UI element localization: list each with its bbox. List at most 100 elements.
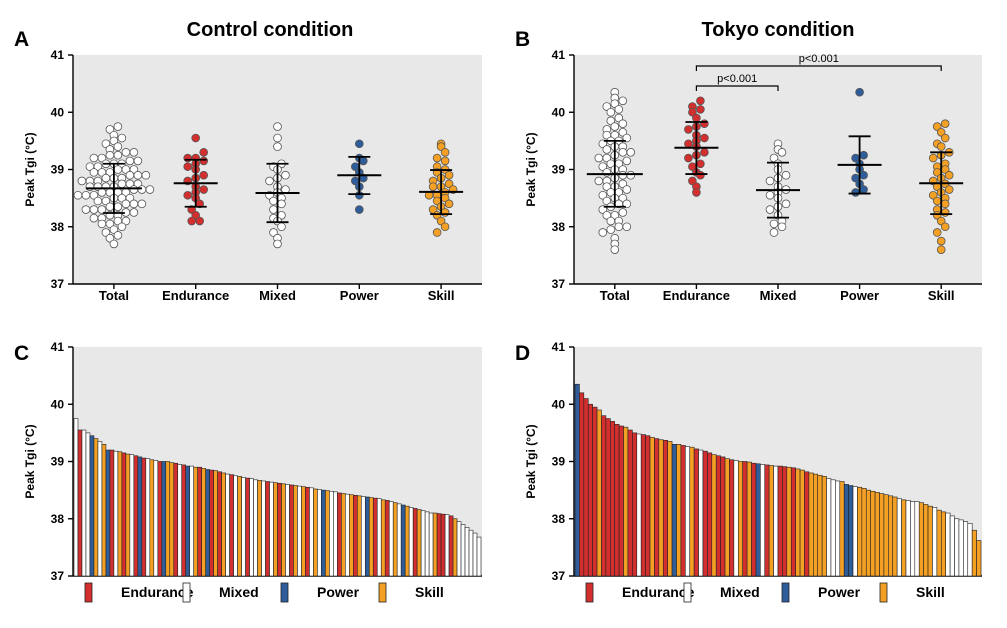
y-tick-label: 41 bbox=[552, 340, 566, 354]
bar-skill bbox=[623, 426, 629, 577]
bar-skill bbox=[821, 476, 827, 577]
bar-endurance bbox=[587, 403, 593, 577]
data-point bbox=[769, 228, 779, 237]
data-point bbox=[932, 228, 942, 237]
x-tick-label: Total bbox=[600, 288, 630, 303]
data-point bbox=[85, 182, 95, 191]
bar-skill bbox=[596, 409, 602, 577]
bar-skill bbox=[768, 465, 774, 577]
data-point bbox=[137, 199, 147, 209]
bar-power bbox=[400, 504, 406, 577]
bar-mixed bbox=[329, 490, 334, 577]
bar-endurance bbox=[141, 457, 147, 577]
y-tick-label: 39 bbox=[552, 455, 566, 469]
bar-mixed bbox=[468, 529, 474, 577]
bar-skill bbox=[213, 470, 218, 577]
bar-power bbox=[671, 444, 677, 577]
data-point bbox=[781, 199, 791, 209]
data-point bbox=[602, 168, 612, 177]
bar-endurance bbox=[583, 398, 589, 577]
bar-mixed bbox=[835, 480, 841, 577]
legend-label: Skill bbox=[916, 584, 945, 600]
x-tick-label: Skill bbox=[428, 288, 455, 303]
bar-endurance bbox=[707, 452, 713, 577]
bar-mixed bbox=[113, 450, 119, 577]
bar-skill bbox=[813, 473, 819, 577]
bar-endurance bbox=[632, 432, 638, 577]
data-point bbox=[692, 188, 701, 197]
data-point bbox=[121, 199, 131, 209]
bar-endurance bbox=[197, 466, 202, 577]
data-point bbox=[269, 196, 278, 206]
y-tick-label: 41 bbox=[51, 48, 65, 62]
bar-endurance bbox=[618, 425, 624, 577]
x-tick-label: Power bbox=[840, 288, 879, 303]
bar-skill bbox=[799, 469, 805, 577]
data-point bbox=[73, 190, 83, 200]
bar-endurance bbox=[764, 464, 770, 577]
y-tick-label: 39 bbox=[51, 455, 65, 469]
bar-power bbox=[185, 465, 191, 577]
bar-skill bbox=[368, 497, 374, 577]
legend-swatch-skill bbox=[879, 582, 888, 603]
bar-skill bbox=[940, 511, 946, 577]
bar-mixed bbox=[698, 449, 704, 577]
y-tick-label: 37 bbox=[51, 569, 65, 583]
bar-endurance bbox=[662, 440, 668, 577]
bar-skill bbox=[380, 499, 386, 577]
data-point bbox=[626, 148, 636, 157]
data-point bbox=[440, 222, 450, 232]
data-point bbox=[117, 133, 127, 143]
y-axis-label: Peak Tgi (°C) bbox=[524, 424, 538, 498]
bar-mixed bbox=[826, 478, 832, 577]
data-point bbox=[859, 185, 868, 194]
bar-endurance bbox=[157, 461, 163, 577]
y-tick-label: 40 bbox=[552, 105, 566, 119]
bar-skill bbox=[201, 468, 206, 577]
bar-mixed bbox=[85, 432, 91, 577]
legend-label: Endurance bbox=[121, 584, 194, 600]
chart-title: Control condition bbox=[187, 19, 354, 41]
data-point bbox=[129, 185, 139, 194]
bar-power bbox=[205, 469, 210, 577]
data-point bbox=[440, 208, 450, 217]
data-point bbox=[614, 105, 624, 114]
chart-title: Tokyo condition bbox=[702, 19, 855, 41]
bar-endurance bbox=[751, 462, 757, 577]
data-point bbox=[105, 202, 115, 212]
data-point bbox=[113, 142, 123, 151]
data-point bbox=[89, 168, 99, 177]
panel-letter: D bbox=[515, 342, 530, 365]
bar-mixed bbox=[420, 510, 426, 577]
bar-skill bbox=[879, 493, 885, 577]
data-point bbox=[700, 119, 709, 128]
y-tick-label: 38 bbox=[51, 220, 65, 234]
data-point bbox=[444, 170, 454, 180]
data-point bbox=[183, 162, 193, 171]
bar-mixed bbox=[914, 501, 920, 577]
data-point bbox=[183, 153, 193, 163]
bar-mixed bbox=[396, 503, 402, 577]
y-tick-label: 39 bbox=[51, 163, 65, 177]
bar-mixed bbox=[81, 429, 87, 577]
data-point bbox=[444, 199, 454, 209]
data-point bbox=[121, 148, 131, 157]
data-point bbox=[137, 185, 147, 194]
bar-mixed bbox=[269, 481, 274, 577]
data-point bbox=[940, 133, 950, 143]
bar-skill bbox=[817, 474, 823, 577]
data-point bbox=[622, 133, 632, 143]
data-point bbox=[199, 170, 208, 180]
data-point bbox=[277, 199, 286, 209]
bar-skill bbox=[918, 502, 924, 577]
y-tick-label: 37 bbox=[51, 277, 65, 291]
data-point bbox=[622, 199, 632, 209]
y-tick-label: 41 bbox=[51, 340, 65, 354]
bar-power bbox=[755, 463, 761, 577]
bar-power bbox=[848, 485, 854, 577]
legend-label: Mixed bbox=[219, 584, 259, 600]
bar-skill bbox=[689, 446, 695, 577]
data-point bbox=[700, 148, 709, 157]
p-value-label: p<0.001 bbox=[799, 53, 839, 65]
bar-mixed bbox=[261, 480, 266, 577]
